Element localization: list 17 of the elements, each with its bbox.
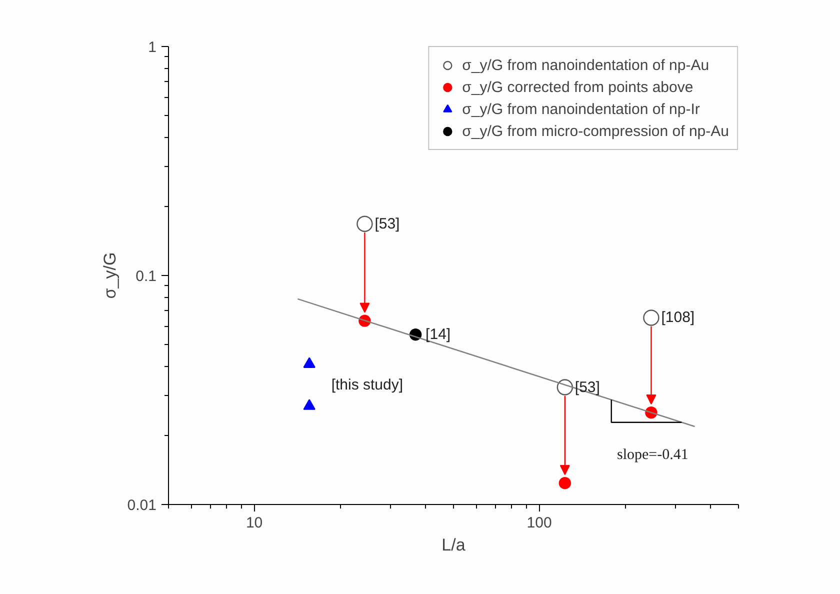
x-tick-label: 100 <box>526 514 552 532</box>
x-tick-label: 10 <box>246 514 263 532</box>
legend-label: σ_y/G corrected from points above <box>462 78 694 96</box>
annotation: [108] <box>661 309 695 326</box>
y-tick-label: 0.1 <box>136 268 157 285</box>
x-axis-title: L/a <box>442 536 466 554</box>
legend-label: σ_y/G from nanoindentation of np-Ir <box>462 100 700 118</box>
annotation: [this study] <box>331 376 404 394</box>
annotation: [53] <box>374 215 400 232</box>
legend-label: σ_y/G from micro-compression of np-Au <box>462 122 729 140</box>
y-tick-label: 0.01 <box>127 497 157 514</box>
annotation: [53] <box>574 378 600 396</box>
legend-label: σ_y/G from nanoindentation of np-Au <box>462 56 710 74</box>
y-axis-title: σ_y/G <box>100 252 120 299</box>
annotation: slope=-0.41 <box>617 446 688 463</box>
annotation: [14] <box>426 326 451 344</box>
y-tick-label: 1 <box>148 39 156 56</box>
